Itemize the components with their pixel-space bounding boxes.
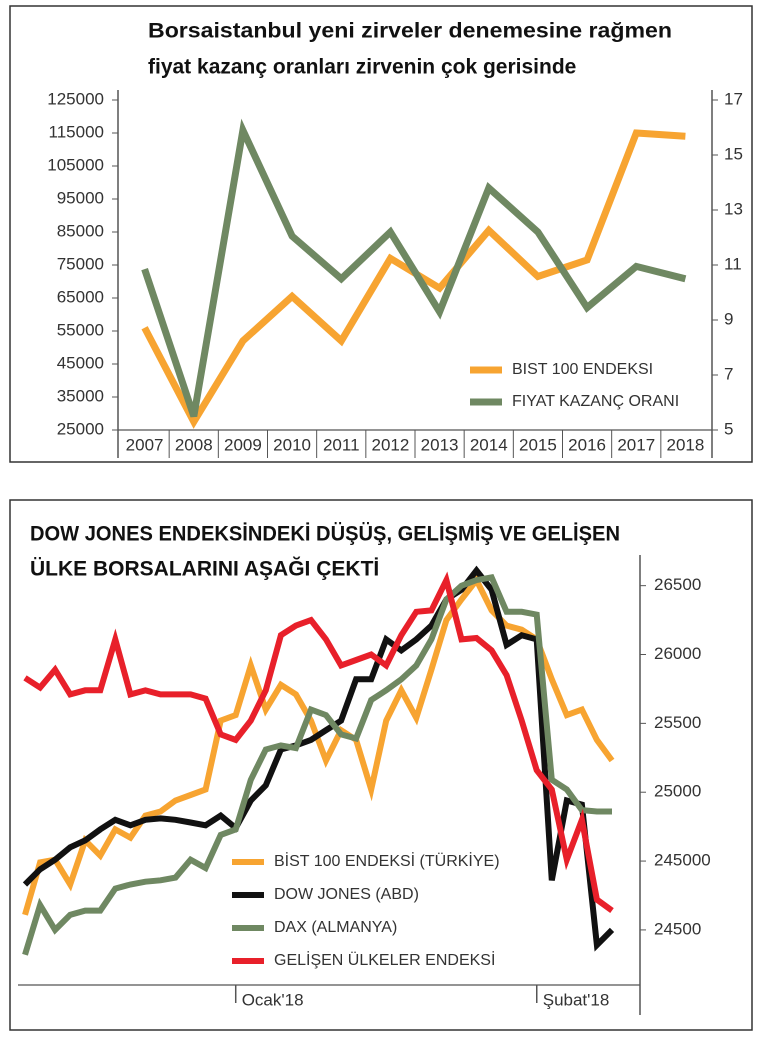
x-tick-label: 2012 — [372, 435, 410, 454]
x-tick-label: 2015 — [519, 435, 557, 454]
data-line — [22, 574, 612, 956]
y2-tick-label: 15 — [724, 144, 743, 163]
legend-label: DOW JONES (ABD) — [274, 886, 419, 903]
y-tick-label: 35000 — [57, 386, 104, 405]
chart-title: ÜLKE BORSALARINI AŞAĞI ÇEKTİ — [30, 557, 379, 581]
x-tick-label: 2016 — [568, 435, 606, 454]
x-tick-label: 2010 — [273, 435, 311, 454]
x-tick-label: 2011 — [323, 435, 360, 454]
chart-title: fiyat kazanç oranları zirvenin çok geris… — [148, 56, 576, 79]
chart-title: DOW JONES ENDEKSİNDEKİ DÜŞÜŞ, GELİŞMİŞ V… — [30, 523, 620, 546]
y-tick-label: 85000 — [57, 221, 104, 240]
y2-tick-label: 7 — [724, 364, 733, 383]
y2-tick-label: 9 — [724, 309, 733, 328]
y-tick-label: 95000 — [57, 188, 104, 207]
panel-frame — [9, 499, 753, 1031]
y-tick-label: 26500 — [654, 575, 701, 594]
y-tick-label: 75000 — [57, 254, 104, 273]
y2-tick-label: 17 — [724, 89, 743, 108]
y-tick-label: 25000 — [654, 782, 701, 801]
x-tick-label: Şubat'18 — [543, 990, 610, 1009]
x-tick-label: 2018 — [667, 435, 705, 454]
x-tick-label: 2007 — [126, 435, 164, 454]
x-tick-label: 2009 — [224, 435, 262, 454]
y-tick-label: 125000 — [47, 89, 104, 108]
legend-label: BIST 100 ENDEKSI — [512, 361, 653, 378]
data-line — [23, 571, 614, 914]
y2-tick-label: 11 — [724, 254, 742, 273]
x-tick-label: 2017 — [617, 435, 655, 454]
y2-tick-label: 5 — [724, 419, 733, 438]
y-tick-label: 65000 — [57, 287, 104, 306]
data-line — [22, 574, 615, 916]
data-line — [141, 118, 687, 418]
y-tick-label: 105000 — [47, 155, 104, 174]
panel-frame — [9, 5, 753, 463]
y-tick-label: 25000 — [57, 419, 104, 438]
chart-title: Borsaistanbul yeni zirveler denemesine r… — [148, 20, 672, 43]
x-tick-label: 2014 — [470, 435, 508, 454]
y-tick-label: 24500 — [654, 919, 701, 938]
legend-label: FIYAT KAZANÇ ORANI — [512, 393, 679, 410]
y-tick-label: 115000 — [49, 122, 104, 141]
y-tick-label: 245000 — [654, 851, 711, 870]
y-tick-label: 45000 — [57, 353, 104, 372]
legend-label: BİST 100 ENDEKSİ (TÜRKİYE) — [274, 851, 500, 870]
data-line — [22, 565, 615, 952]
y-tick-label: 25500 — [654, 713, 701, 732]
legend-label: DAX (ALMANYA) — [274, 919, 397, 936]
y2-tick-label: 13 — [724, 199, 743, 218]
x-tick-label: Ocak'18 — [242, 990, 304, 1009]
legend-label: GELİŞEN ÜLKELER ENDEKSİ — [274, 950, 495, 969]
x-tick-label: 2013 — [421, 435, 459, 454]
y-tick-label: 55000 — [57, 320, 104, 339]
y-tick-label: 26000 — [654, 644, 701, 663]
x-tick-label: 2008 — [175, 435, 213, 454]
